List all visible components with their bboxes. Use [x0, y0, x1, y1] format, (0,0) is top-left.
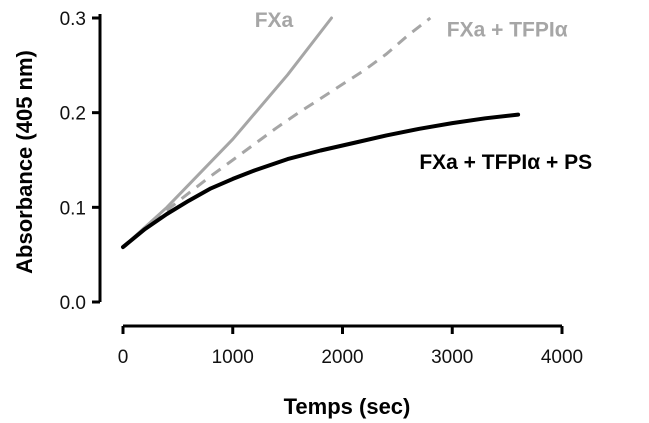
series-line-1	[122, 16, 432, 249]
x-tick-label: 4000	[541, 347, 583, 368]
x-axis-title: Temps (sec)	[284, 394, 411, 419]
x-tick-label: 1000	[212, 347, 254, 368]
series-line-0	[121, 16, 333, 249]
series-label-2: FXa + TFPIα + PS	[419, 151, 592, 174]
axes: 0 1000 2000 3000 4000 0.0 0.1 0.2 0.3	[60, 9, 584, 368]
x-tick-label: 2000	[321, 347, 363, 368]
x-tick-label: 0	[118, 347, 129, 368]
y-tick-label: 0.2	[60, 104, 86, 125]
series-line-2	[121, 112, 521, 250]
y-tick-label: 0.3	[60, 9, 86, 30]
y-axis-title: Absorbance (405 nm)	[12, 50, 37, 274]
x-tick-label: 3000	[431, 347, 473, 368]
y-tick-label: 0.0	[60, 293, 86, 314]
y-tick-label: 0.1	[60, 198, 86, 219]
series-label-0: FXa	[255, 9, 294, 32]
series-label-1: FXa + TFPIα	[447, 18, 568, 41]
plot-area: FXa FXa + TFPIα FXa + TFPIα + PS	[121, 9, 592, 250]
